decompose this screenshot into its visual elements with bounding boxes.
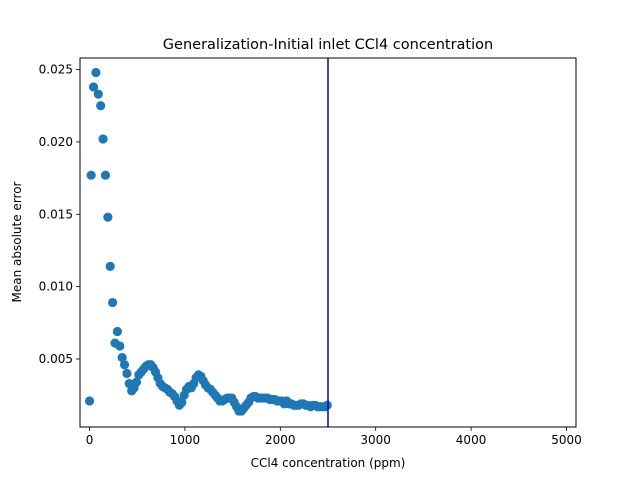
data-point bbox=[105, 261, 115, 271]
data-point bbox=[96, 101, 106, 111]
plot-area bbox=[84, 58, 332, 427]
y-tick-label: 0.025 bbox=[39, 63, 73, 77]
y-tick-label: 0.020 bbox=[39, 135, 73, 149]
x-axis-title: CCl4 concentration (ppm) bbox=[251, 456, 406, 470]
data-point bbox=[88, 82, 99, 92]
y-tick-label: 0.015 bbox=[39, 207, 73, 221]
data-point bbox=[100, 170, 111, 180]
data-point bbox=[177, 397, 187, 407]
y-axis: 0.005 0.010 0.015 0.020 0.025 bbox=[39, 63, 80, 366]
y-tick-label: 0.010 bbox=[39, 280, 73, 294]
data-point bbox=[91, 67, 101, 78]
data-point bbox=[84, 396, 95, 406]
x-axis: 0 1000 2000 3000 4000 5000 bbox=[86, 427, 582, 447]
data-point bbox=[112, 326, 122, 337]
x-tick-label: 0 bbox=[86, 433, 94, 447]
x-tick-label: 1000 bbox=[170, 433, 201, 447]
data-point bbox=[108, 297, 118, 308]
data-point bbox=[117, 352, 127, 363]
data-point bbox=[98, 134, 108, 144]
y-axis-title: Mean absolute error bbox=[10, 181, 24, 302]
data-point bbox=[93, 89, 103, 99]
data-point bbox=[131, 377, 142, 387]
x-tick-label: 5000 bbox=[551, 433, 582, 447]
x-tick-label: 2000 bbox=[265, 433, 296, 447]
data-point bbox=[322, 400, 332, 410]
axes-frame bbox=[79, 57, 577, 428]
data-point bbox=[119, 360, 130, 370]
x-tick-label: 3000 bbox=[360, 433, 391, 447]
data-point bbox=[122, 368, 132, 379]
x-tick-label: 4000 bbox=[456, 433, 487, 447]
y-tick-label: 0.005 bbox=[39, 352, 73, 366]
data-point bbox=[115, 341, 125, 351]
data-point bbox=[103, 212, 113, 222]
chart-title: Generalization-Initial inlet CCl4 concen… bbox=[163, 37, 493, 53]
data-point bbox=[86, 170, 96, 180]
